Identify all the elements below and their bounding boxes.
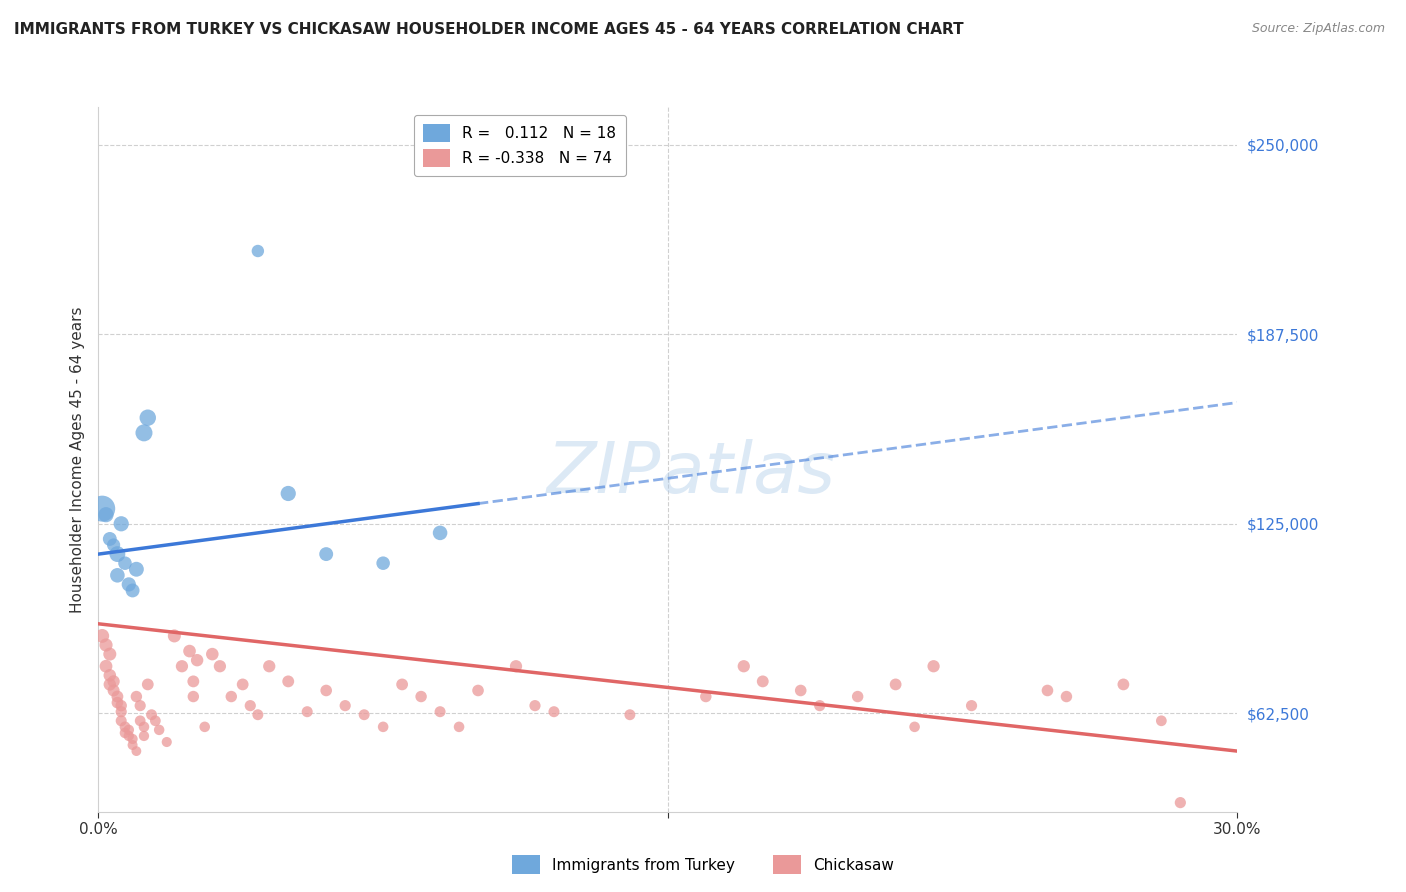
Point <box>524 698 547 713</box>
Point <box>179 644 201 658</box>
Point <box>201 647 224 661</box>
Point <box>107 690 129 704</box>
Point <box>183 674 205 689</box>
Point <box>391 677 413 691</box>
Point <box>114 720 136 734</box>
Point <box>125 744 148 758</box>
Point <box>121 731 143 746</box>
Point <box>118 577 141 591</box>
Point <box>136 410 159 425</box>
Point <box>846 690 869 704</box>
Point <box>94 508 117 522</box>
Point <box>239 698 262 713</box>
Point <box>98 668 121 682</box>
Point <box>170 659 193 673</box>
Point <box>277 674 299 689</box>
Point <box>136 677 159 691</box>
Point <box>91 501 114 516</box>
Point <box>107 568 129 582</box>
Point <box>132 425 155 440</box>
Point <box>429 705 451 719</box>
Point <box>98 532 121 546</box>
Point <box>904 720 927 734</box>
Point <box>543 705 565 719</box>
Point <box>156 735 179 749</box>
Point <box>125 562 148 576</box>
Legend: R =   0.112   N = 18, R = -0.338   N = 74: R = 0.112 N = 18, R = -0.338 N = 74 <box>413 115 626 177</box>
Point <box>114 556 136 570</box>
Point <box>98 677 121 691</box>
Point <box>186 653 208 667</box>
Point <box>107 547 129 561</box>
Point <box>94 638 117 652</box>
Point <box>107 696 129 710</box>
Point <box>429 525 451 540</box>
Point <box>1170 796 1192 810</box>
Point <box>467 683 489 698</box>
Point <box>129 714 152 728</box>
Point <box>411 690 433 704</box>
Point <box>221 690 243 704</box>
Point <box>752 674 775 689</box>
Point <box>132 729 155 743</box>
Point <box>110 714 132 728</box>
Point <box>145 714 167 728</box>
Point <box>103 674 125 689</box>
Point <box>110 705 132 719</box>
Point <box>121 583 143 598</box>
Point <box>110 516 132 531</box>
Point <box>335 698 357 713</box>
Point <box>129 698 152 713</box>
Point <box>132 720 155 734</box>
Point <box>619 707 641 722</box>
Point <box>208 659 231 673</box>
Point <box>277 486 299 500</box>
Point <box>884 677 907 691</box>
Point <box>183 690 205 704</box>
Point <box>103 538 125 552</box>
Point <box>259 659 281 673</box>
Point <box>371 720 394 734</box>
Point <box>121 738 143 752</box>
Point <box>246 244 269 258</box>
Point <box>114 726 136 740</box>
Point <box>110 698 132 713</box>
Point <box>232 677 254 691</box>
Point <box>922 659 945 673</box>
Point <box>695 690 717 704</box>
Point <box>449 720 471 734</box>
Point <box>118 729 141 743</box>
Text: ZIPatlas: ZIPatlas <box>546 439 835 508</box>
Legend: Immigrants from Turkey, Chickasaw: Immigrants from Turkey, Chickasaw <box>506 849 900 880</box>
Point <box>91 629 114 643</box>
Point <box>194 720 217 734</box>
Point <box>98 647 121 661</box>
Point <box>246 707 269 722</box>
Point <box>315 683 337 698</box>
Point <box>103 683 125 698</box>
Point <box>733 659 755 673</box>
Point <box>1112 677 1135 691</box>
Point <box>297 705 319 719</box>
Point <box>1036 683 1059 698</box>
Point <box>505 659 527 673</box>
Point <box>94 659 117 673</box>
Text: IMMIGRANTS FROM TURKEY VS CHICKASAW HOUSEHOLDER INCOME AGES 45 - 64 YEARS CORREL: IMMIGRANTS FROM TURKEY VS CHICKASAW HOUS… <box>14 22 963 37</box>
Point <box>1056 690 1078 704</box>
Point <box>1150 714 1173 728</box>
Point <box>141 707 163 722</box>
Point <box>315 547 337 561</box>
Y-axis label: Householder Income Ages 45 - 64 years: Householder Income Ages 45 - 64 years <box>69 306 84 613</box>
Point <box>125 690 148 704</box>
Text: Source: ZipAtlas.com: Source: ZipAtlas.com <box>1251 22 1385 36</box>
Point <box>148 723 170 737</box>
Point <box>163 629 186 643</box>
Point <box>808 698 831 713</box>
Point <box>960 698 983 713</box>
Point <box>118 723 141 737</box>
Point <box>371 556 394 570</box>
Point <box>353 707 375 722</box>
Point <box>790 683 813 698</box>
